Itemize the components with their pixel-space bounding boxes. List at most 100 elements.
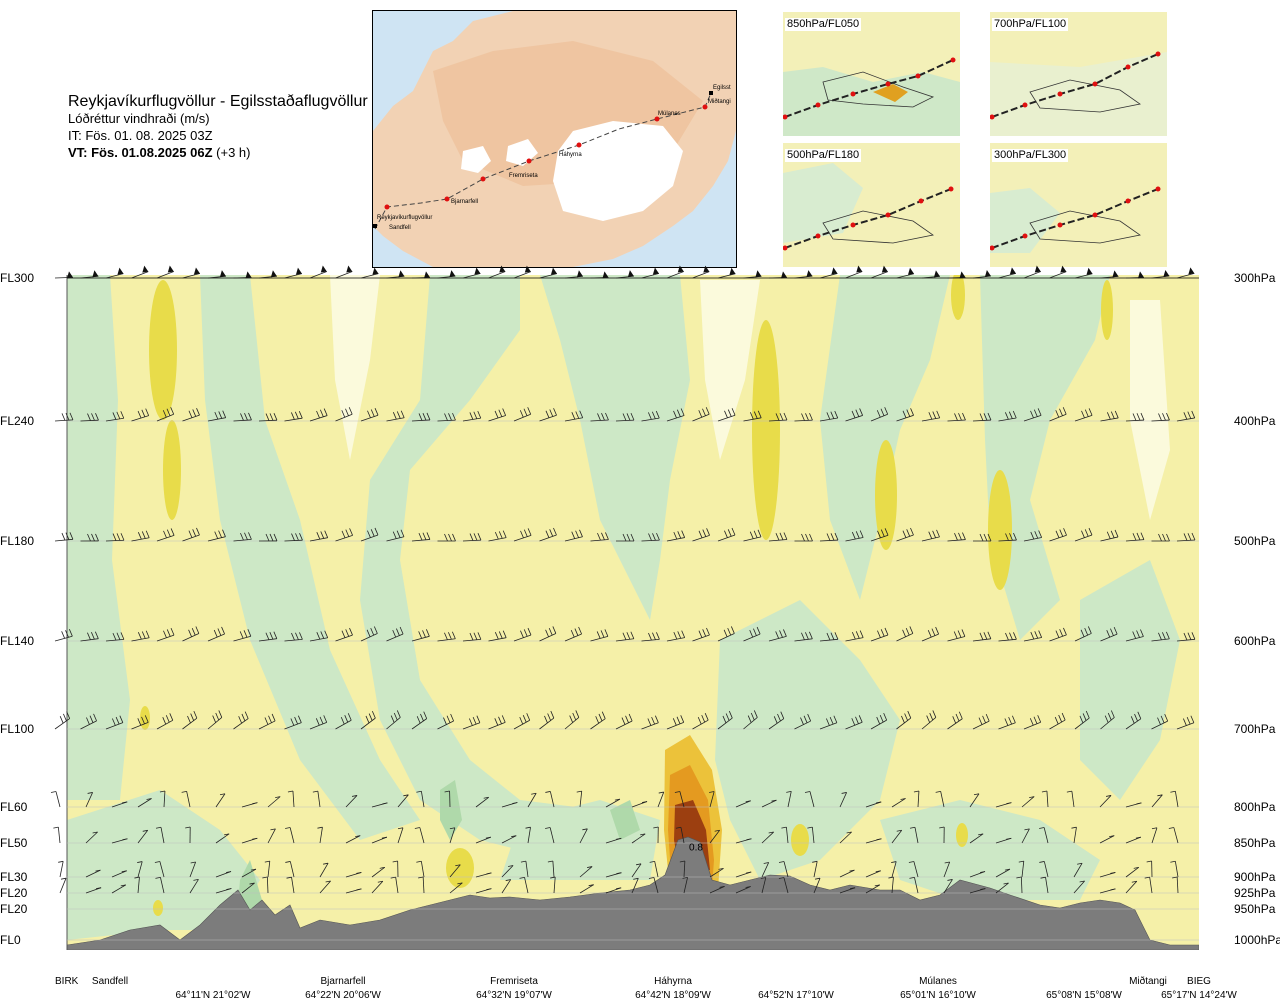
wind-barb-low <box>761 862 770 878</box>
wind-barb <box>768 629 787 642</box>
wind-barb-low <box>674 791 685 808</box>
wind-barb <box>564 529 583 542</box>
wind-barb-low <box>525 826 531 844</box>
wind-barb-low <box>1071 826 1077 844</box>
level-label-left-7: FL30 <box>0 870 28 884</box>
panel-500-label: 500hPa/FL180 <box>785 149 862 162</box>
wind-barb <box>1074 527 1093 542</box>
x-point-coord-2: 64°11'N 21°02'W <box>175 990 251 1001</box>
wind-barb <box>1100 710 1115 730</box>
wind-barb <box>819 267 838 279</box>
wind-barb <box>743 270 762 279</box>
wind-barb-low <box>241 868 257 878</box>
wind-barb <box>539 267 558 279</box>
wind-barb <box>1151 533 1170 542</box>
wind-barb <box>80 413 99 422</box>
wind-barb-low <box>908 861 919 878</box>
wind-barb-low <box>241 837 258 844</box>
wind-barb <box>615 533 635 542</box>
wind-barb-low <box>631 877 639 894</box>
wind-barb-low <box>287 790 295 808</box>
wind-barb-low <box>85 887 102 894</box>
x-point-coord-3: 64°22'N 20°06'W <box>305 990 381 1001</box>
wind-barb-low <box>1146 860 1153 878</box>
panel-500-svg <box>783 143 960 267</box>
wind-barb <box>131 408 150 422</box>
wind-barb-low <box>761 799 777 808</box>
wind-barb <box>539 626 557 642</box>
wind-barb <box>717 267 736 279</box>
wind-barb <box>513 528 532 542</box>
wind-barb-low <box>111 884 126 894</box>
level-label-left-0: FL300 <box>0 271 34 285</box>
wind-barb <box>156 528 175 542</box>
wind-barb-low <box>631 863 642 878</box>
wind-barb-low <box>1099 835 1115 844</box>
wind-barb-low <box>397 794 409 808</box>
wind-barb <box>360 408 379 422</box>
wind-barb-low <box>735 838 752 844</box>
wind-barb <box>411 711 428 730</box>
wind-barb <box>666 530 686 542</box>
wind-barb <box>794 713 812 730</box>
wind-barb <box>182 527 200 542</box>
wind-barb <box>1125 629 1144 642</box>
x-point-name-10: BIEG <box>1187 976 1211 987</box>
wind-barb <box>1023 715 1042 730</box>
wind-barb <box>666 715 685 730</box>
wind-barb <box>1176 632 1196 642</box>
wind-barb <box>870 627 889 642</box>
wind-barb <box>845 408 863 422</box>
wind-barb <box>615 713 633 730</box>
wind-barb <box>386 410 405 422</box>
wind-barb <box>309 265 327 279</box>
wind-barb <box>1023 408 1042 422</box>
x-axis-labels: BIRK Sandfell 64°11'N 21°02'W Bjarnarfell 64… <box>55 975 1237 1001</box>
map-label-1: Sandfell <box>389 225 411 231</box>
wind-barb-low <box>653 826 659 844</box>
wind-barb-low <box>865 870 881 878</box>
field-background <box>67 275 1199 950</box>
wind-barb <box>233 412 252 422</box>
wind-barb <box>539 527 557 542</box>
wind-barb <box>794 270 813 279</box>
wind-barb-low <box>85 869 101 878</box>
wind-barb-low <box>579 866 593 878</box>
wind-barb-low <box>939 826 945 844</box>
wind-barb-low <box>262 876 269 894</box>
wind-barb <box>207 410 227 422</box>
wind-barb-low <box>913 790 920 808</box>
wind-barb <box>80 713 97 730</box>
wind-barb-low <box>1170 860 1179 878</box>
wind-barb <box>921 626 939 642</box>
wind-barb <box>768 271 788 279</box>
wind-barb-low <box>185 826 191 844</box>
wind-barb <box>539 408 557 422</box>
wind-barb <box>80 270 99 279</box>
wind-barb <box>284 632 303 642</box>
level-label-right-7: 900hPa <box>1234 870 1276 884</box>
wind-barb <box>462 410 482 422</box>
wind-barb-low <box>648 877 659 894</box>
wind-barb-low <box>501 865 514 878</box>
wind-barb <box>590 711 606 730</box>
wind-barb-low <box>1039 861 1049 878</box>
wind-barb <box>947 412 966 422</box>
wind-barb-low <box>812 860 818 878</box>
wind-barb-low <box>545 791 555 808</box>
wind-barb <box>105 533 125 542</box>
wind-barb-low <box>312 790 321 808</box>
wind-barb-low <box>778 861 789 878</box>
level-label-left-9: FL20 <box>0 902 28 916</box>
wind-barb <box>845 715 863 730</box>
wind-barb <box>258 631 278 642</box>
wind-barb-low <box>397 827 404 844</box>
wind-barb <box>360 710 376 730</box>
wind-barb <box>717 710 733 730</box>
wind-barb-low <box>59 877 67 894</box>
wind-barb <box>641 267 660 279</box>
wind-barb-low <box>761 831 774 844</box>
wind-barb-low <box>839 831 852 844</box>
wind-barb <box>641 632 660 642</box>
wind-barbs <box>50 265 1196 894</box>
